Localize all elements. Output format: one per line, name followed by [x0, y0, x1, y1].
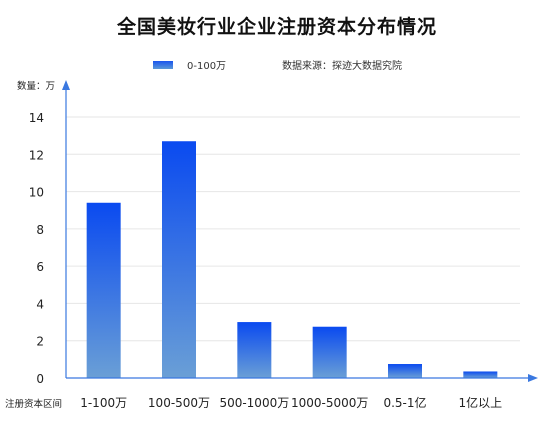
y-axis-arrow	[62, 80, 70, 90]
bar	[237, 322, 272, 378]
x-tick-label: 1亿以上	[459, 395, 503, 410]
bars	[86, 141, 498, 378]
y-tick-label: 10	[29, 186, 44, 200]
y-tick-label: 4	[36, 297, 44, 311]
x-tick-label: 1000-5000万	[291, 396, 368, 410]
legend: 0-100万 数据来源：探迹大数据究院	[153, 57, 402, 72]
y-tick-label: 0	[36, 372, 44, 386]
source-note: 数据来源：探迹大数据究院	[282, 61, 403, 72]
tick-labels: 0 2 4 6 8 10 12 14 1-100万 100-500万 500-1000万 1000-5…	[5, 80, 502, 410]
x-axis-arrow	[528, 374, 538, 382]
x-tick-label: 100-500万	[148, 396, 210, 410]
bar	[388, 364, 422, 378]
y-axis-title: 数量：万	[17, 80, 55, 92]
y-tick-label: 6	[36, 260, 44, 274]
x-tick-label: 0.5-1亿	[383, 395, 426, 410]
y-tick-label: 14	[29, 111, 44, 125]
axes	[62, 80, 538, 382]
x-axis-title: 注册资本区间	[5, 398, 62, 410]
x-tick-label: 1-100万	[80, 396, 127, 410]
y-tick-label: 12	[29, 148, 44, 162]
legend-swatch	[153, 60, 173, 69]
bar	[86, 202, 121, 378]
chart-title: 全国美妆行业企业注册资本分布情况	[116, 16, 437, 38]
y-tick-label: 8	[36, 223, 44, 237]
y-tick-label: 2	[36, 335, 44, 349]
bar	[463, 371, 498, 378]
bar	[312, 326, 347, 378]
bar	[162, 141, 196, 378]
x-tick-label: 500-1000万	[219, 396, 289, 410]
grid-lines	[66, 116, 520, 342]
legend-label: 0-100万	[187, 61, 227, 72]
